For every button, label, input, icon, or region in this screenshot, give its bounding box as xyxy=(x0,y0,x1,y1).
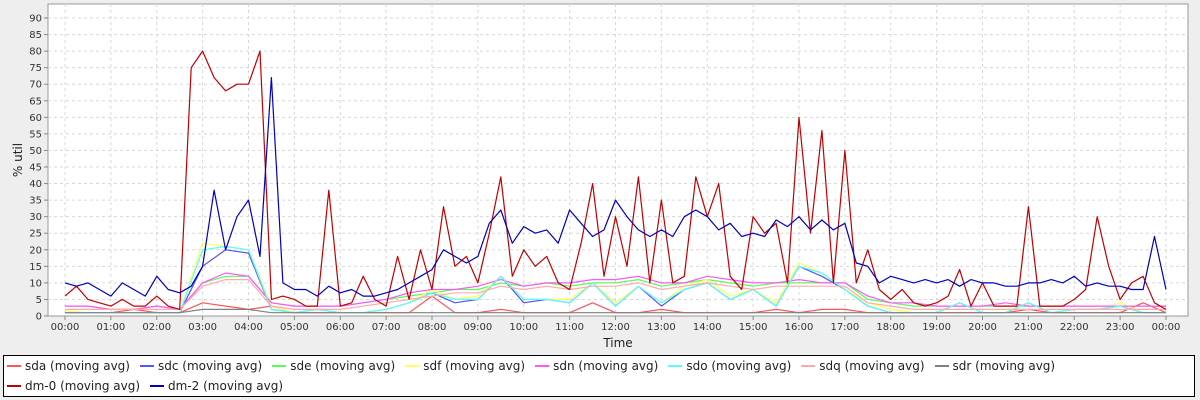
y-tick-label: 15 xyxy=(29,262,42,273)
y-tick-label: 80 xyxy=(29,47,42,58)
legend-item: sdc (moving avg) xyxy=(137,356,262,376)
y-tick-label: 85 xyxy=(29,30,42,41)
x-tick-label: 15:00 xyxy=(739,322,768,333)
legend-label: sdc (moving avg) xyxy=(157,359,263,373)
x-tick-label: 11:00 xyxy=(555,322,584,333)
y-tick-label: 40 xyxy=(29,179,42,190)
x-tick-label: 05:00 xyxy=(280,322,309,333)
x-tick-label: 07:00 xyxy=(372,322,401,333)
legend-swatch xyxy=(7,385,21,387)
legend-swatch xyxy=(7,365,21,367)
x-axis: 00:00 01:00 02:00 03:00 04:00 05:00 06:00 07:00… xyxy=(51,316,1181,333)
y-tick-label: 20 xyxy=(29,245,42,256)
legend-item: sde (moving avg) xyxy=(269,356,395,376)
x-tick-label: 13:00 xyxy=(647,322,676,333)
x-tick-label: 14:00 xyxy=(693,322,722,333)
x-tick-label: 04:00 xyxy=(234,322,263,333)
y-tick-label: 10 xyxy=(29,278,42,289)
series-line-dm-2 xyxy=(64,76,1167,297)
x-tick-label: 17:00 xyxy=(830,322,859,333)
x-axis-label: Time xyxy=(602,336,632,350)
x-tick-label: 10:00 xyxy=(509,322,538,333)
x-tick-label: 19:00 xyxy=(922,322,951,333)
legend-item: sdr (moving avg) xyxy=(932,356,1056,376)
x-tick-label: 22:00 xyxy=(1060,322,1089,333)
x-tick-label: 09:00 xyxy=(463,322,492,333)
legend-label: sda (moving avg) xyxy=(25,359,130,373)
legend-swatch xyxy=(934,365,949,367)
x-tick-label: 16:00 xyxy=(785,322,814,333)
legend-label: sdr (moving avg) xyxy=(952,359,1056,373)
y-tick-label: 70 xyxy=(29,80,42,91)
y-axis-label: % util xyxy=(11,143,25,177)
y-axis: 0 5 10 15 20 25 30 35 40 45 50 55 60 65 70 75 80 85 90 xyxy=(29,14,48,323)
x-tick-label: 21:00 xyxy=(1014,322,1043,333)
y-tick-label: 25 xyxy=(29,229,42,240)
legend-swatch xyxy=(405,365,420,367)
legend-label: sdf (moving avg) xyxy=(423,359,526,373)
legend-item: sdn (moving avg) xyxy=(532,356,658,376)
y-tick-label: 45 xyxy=(29,163,42,174)
legend-label: dm-0 (moving avg) xyxy=(25,379,141,393)
legend-item: sdf (moving avg) xyxy=(402,356,525,376)
legend-label: dm-2 (moving avg) xyxy=(168,379,284,393)
legend-item: dm-0 (moving avg) xyxy=(4,376,140,396)
y-tick-label: 0 xyxy=(36,312,42,323)
y-tick-label: 30 xyxy=(29,212,42,223)
series-line-sdq xyxy=(65,279,1166,310)
series-line-sdr xyxy=(65,308,1166,314)
legend-label: sde (moving avg) xyxy=(290,359,396,373)
y-tick-label: 50 xyxy=(29,146,42,157)
x-tick-label: 01:00 xyxy=(96,322,125,333)
x-tick-label: 03:00 xyxy=(188,322,217,333)
y-tick-label: 35 xyxy=(29,196,42,207)
legend-swatch xyxy=(150,385,165,387)
y-tick-label: 65 xyxy=(29,96,42,107)
plot-area xyxy=(47,3,1189,317)
legend: sda (moving avg) sdc (moving avg) sde (mov… xyxy=(3,355,1195,397)
y-tick-label: 55 xyxy=(29,129,42,140)
y-tick-label: 60 xyxy=(29,113,42,124)
x-tick-label: 20:00 xyxy=(968,322,997,333)
legend-swatch xyxy=(272,365,287,367)
x-tick-label: 02:00 xyxy=(142,322,171,333)
x-tick-label: 23:00 xyxy=(1106,322,1135,333)
x-tick-label: 08:00 xyxy=(418,322,447,333)
legend-item: sdq (moving avg) xyxy=(798,356,925,376)
legend-item: dm-2 (moving avg) xyxy=(147,376,283,396)
y-tick-label: 5 xyxy=(36,295,42,306)
legend-item: sdo (moving avg) xyxy=(665,356,791,376)
chart-canvas: 0 5 10 15 20 25 30 35 40 45 50 55 60 65 70 75 80 85 90 00:… xyxy=(11,3,1189,350)
legend-swatch xyxy=(668,365,683,367)
series-line-sdn xyxy=(65,272,1166,310)
legend-swatch xyxy=(535,365,550,367)
y-tick-label: 75 xyxy=(29,63,42,74)
legend-swatch xyxy=(801,365,816,367)
series-lines xyxy=(64,50,1167,314)
y-tick-label: 90 xyxy=(29,14,42,25)
x-tick-label: 06:00 xyxy=(326,322,355,333)
x-tick-label: 18:00 xyxy=(876,322,905,333)
x-tick-label: 00:00 xyxy=(1152,322,1181,333)
legend-label: sdn (moving avg) xyxy=(553,359,659,373)
legend-label: sdq (moving avg) xyxy=(819,359,925,373)
x-tick-label: 12:00 xyxy=(601,322,630,333)
legend-swatch xyxy=(139,365,154,367)
legend-label: sdo (moving avg) xyxy=(686,359,792,373)
x-tick-label: 00:00 xyxy=(51,322,80,333)
legend-item: sda (moving avg) xyxy=(4,356,130,376)
